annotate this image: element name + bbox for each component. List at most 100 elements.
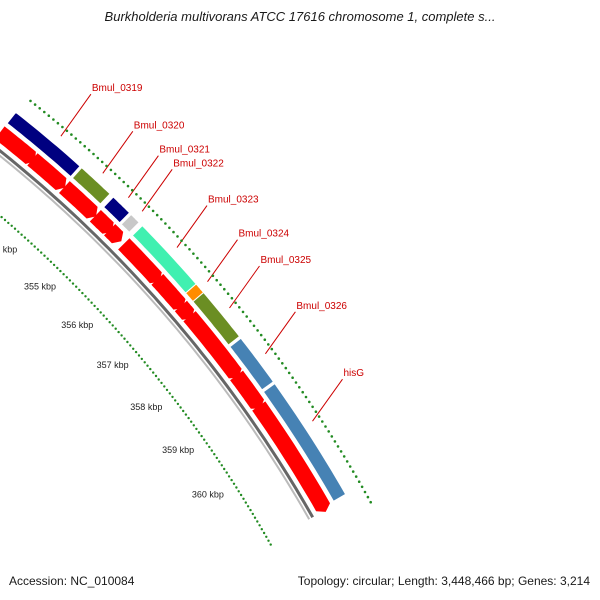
guide-dot	[143, 201, 147, 204]
scale-dot	[174, 399, 177, 402]
gene-label: Bmul_0322	[173, 158, 224, 169]
guide-dot	[357, 480, 361, 484]
scale-dot	[75, 285, 78, 288]
guide-dot	[47, 114, 51, 117]
scale-dot	[81, 291, 84, 295]
scale-dot	[215, 456, 218, 460]
guide-dot	[151, 209, 155, 213]
guide-dot	[308, 400, 311, 404]
scale-dot	[120, 334, 123, 337]
scale-dot	[143, 361, 146, 364]
guide-dot	[360, 485, 364, 489]
gene-label: Bmul_0324	[239, 229, 290, 240]
scale-dot	[230, 478, 233, 482]
guide-dot	[172, 230, 175, 234]
scale-dot	[213, 453, 216, 456]
scale-dot	[237, 490, 240, 493]
scale-dot	[246, 505, 250, 508]
scale-dot	[40, 251, 43, 254]
accession-text: Accession: NC_010084	[9, 574, 135, 588]
scale-dot	[105, 317, 108, 321]
scale-dot	[0, 215, 3, 219]
guide-dot	[267, 343, 270, 346]
guide-dot	[339, 450, 343, 453]
guide-dot	[345, 460, 349, 463]
guide-dot	[176, 235, 179, 238]
guide-dot	[336, 445, 340, 448]
guide-dot	[298, 386, 301, 389]
guide-dot	[304, 395, 308, 399]
cds-arrow	[0, 126, 36, 164]
scale-dot	[36, 248, 40, 251]
scale-dot	[68, 279, 72, 282]
scale-dot	[168, 392, 171, 395]
scale-dot	[265, 535, 268, 538]
map-title: Burkholderia multivorans ATCC 17616 chro…	[104, 9, 496, 24]
guide-dot	[83, 144, 86, 148]
scale-dot	[251, 512, 254, 516]
guide-dot	[321, 420, 324, 423]
scale-dot	[171, 395, 174, 399]
leader-line	[141, 169, 173, 212]
scale-dot	[140, 357, 143, 361]
guide-dot	[92, 152, 95, 156]
cds-arrow	[174, 300, 195, 320]
guide-dot	[126, 184, 130, 188]
guide-dot	[184, 243, 187, 247]
guide-dot	[301, 390, 305, 394]
scale-dot	[195, 427, 198, 431]
scale-dot	[146, 364, 149, 367]
scale-dot	[33, 245, 36, 248]
kbp-tick-label: 357 kbp	[97, 360, 129, 370]
guide-dot	[135, 193, 138, 196]
gene-segment	[102, 196, 131, 224]
scale-dot	[149, 367, 152, 371]
scale-dot	[244, 501, 247, 504]
guide-dot	[223, 287, 226, 291]
guide-dot	[215, 278, 218, 282]
scale-dot	[218, 460, 221, 463]
scale-dot	[269, 543, 272, 546]
cds-arrow	[230, 370, 264, 409]
cds-arrow	[151, 274, 186, 310]
scale-dot	[184, 413, 188, 416]
kbp-tick-label: 358 kbp	[130, 402, 162, 412]
gene-label: Bmul_0319	[92, 83, 143, 94]
scale-dot	[78, 288, 81, 292]
scale-dot	[154, 374, 158, 378]
scale-dot	[17, 230, 20, 233]
scale-dot	[84, 295, 87, 298]
cds-arrow	[104, 224, 124, 244]
scale-dot	[190, 420, 193, 423]
guide-dot	[342, 455, 346, 458]
guide-dot	[155, 213, 159, 217]
leader-line	[264, 311, 296, 355]
scale-dot	[49, 260, 53, 263]
guide-dot	[43, 110, 46, 114]
leader-line	[312, 378, 343, 422]
scale-dot	[93, 304, 96, 308]
scale-dot	[56, 266, 59, 270]
scale-dot	[65, 276, 69, 279]
scale-dot	[10, 224, 13, 227]
scale-dot	[23, 236, 27, 239]
guide-dot	[369, 500, 373, 504]
guide-dot	[130, 188, 134, 192]
gene-segment	[71, 167, 111, 205]
scale-dot	[197, 431, 201, 434]
guide-dot	[324, 425, 327, 428]
gene-labels: Bmul_0319 Bmul_0320 Bmul_0321 Bmul_0322 Bmul…	[60, 83, 364, 422]
scale-dot	[7, 221, 10, 225]
guide-dot	[259, 333, 263, 337]
scale-dot	[220, 464, 223, 467]
guide-dot	[281, 362, 284, 365]
cds-arrow	[59, 181, 98, 219]
leader-line	[60, 93, 92, 137]
guide-dot	[234, 301, 237, 305]
guide-dot	[33, 103, 37, 106]
gene-segment	[229, 337, 275, 391]
guide-dot	[249, 319, 252, 323]
guide-dot	[147, 205, 151, 208]
scale-dot	[192, 424, 195, 427]
